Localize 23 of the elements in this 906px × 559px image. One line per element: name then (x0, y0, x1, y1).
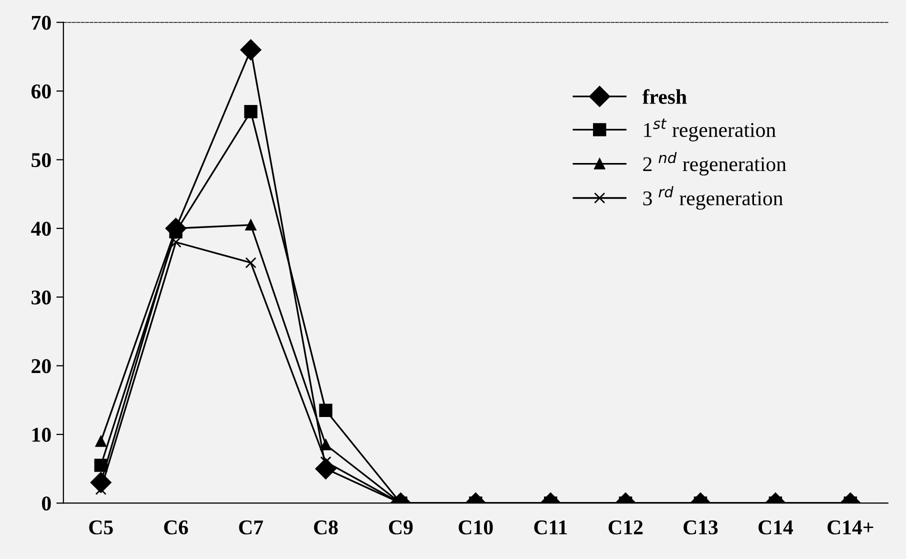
x-tick-label: C10 (458, 520, 493, 534)
x-tick-label: C13 (684, 520, 718, 534)
legend-label: 3 $^{rd}$ regeneration (643, 186, 783, 210)
y-tick-label: 70 (32, 16, 51, 30)
y-tick-label: 20 (32, 359, 51, 374)
y-tick-label: 50 (32, 153, 51, 168)
y-tick-label: 0 (42, 496, 51, 511)
y-tick-label: 30 (32, 290, 51, 304)
x-tick-label: C12 (608, 520, 643, 534)
y-tick-label: 60 (31, 84, 51, 98)
x-tick-label: C14+ (828, 520, 874, 534)
legend-label: fresh (642, 89, 687, 104)
x-tick-label: C11 (534, 520, 567, 534)
x-tick-label: C8 (314, 520, 338, 534)
x-tick-label: C9 (388, 520, 413, 534)
y-tick-label: 10 (32, 428, 51, 442)
x-tick-label: C14 (758, 520, 794, 534)
y-tick-label: 40 (31, 222, 51, 236)
x-tick-label: C7 (239, 520, 264, 534)
legend-label: 1$^{st}$ regeneration (644, 118, 776, 142)
x-tick-label: C5 (89, 520, 113, 534)
legend-label: 2 $^{nd}$ regeneration (643, 152, 786, 176)
x-tick-label: C6 (164, 520, 188, 534)
